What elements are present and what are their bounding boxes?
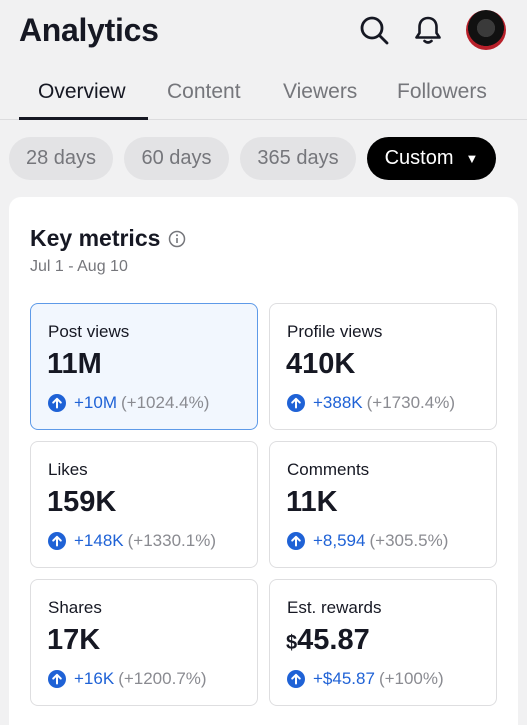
- metric-delta: +148K: [74, 531, 124, 550]
- key-metrics-title: Key metrics: [30, 225, 161, 251]
- metric-amount: 11M: [47, 348, 102, 380]
- metric-change: +10M (+1024.4%): [48, 393, 209, 413]
- metric-delta: +10M: [74, 393, 117, 412]
- arrow-up-circle-icon: [48, 670, 66, 688]
- metric-value: 159K: [47, 486, 116, 519]
- metric-change: +8,594 (+305.5%): [287, 531, 448, 551]
- chip-365-days[interactable]: 365 days: [240, 137, 356, 180]
- metric-amount: 159K: [47, 486, 117, 518]
- bell-icon[interactable]: [412, 14, 444, 46]
- metric-label: Comments: [287, 460, 370, 479]
- tab-content[interactable]: Content: [167, 80, 241, 103]
- metric-amount: 410K: [286, 348, 356, 380]
- key-metrics-card: Key metrics Jul 1 - Aug 10 Post views 11…: [9, 197, 518, 725]
- chip-custom[interactable]: Custom ▼: [367, 137, 496, 180]
- key-metrics-heading: Key metrics: [30, 225, 186, 252]
- metric-likes[interactable]: Likes 159K +148K (+1330.1%): [30, 441, 258, 568]
- metric-value: 410K: [286, 348, 355, 381]
- metric-label: Post views: [48, 322, 130, 341]
- chip-label: 28 days: [25, 147, 97, 169]
- chip-label: 60 days: [141, 147, 212, 169]
- tab-viewers[interactable]: Viewers: [283, 80, 358, 103]
- page-title: Analytics: [19, 12, 159, 48]
- metric-value: 11M: [47, 348, 102, 381]
- chip-28-days[interactable]: 28 days: [9, 137, 113, 180]
- arrow-up-circle-icon: [287, 532, 305, 550]
- metric-change: +16K (+1200.7%): [48, 669, 207, 689]
- metric-comments[interactable]: Comments 11K +8,594 (+305.5%): [269, 441, 497, 568]
- metric-post-views[interactable]: Post views 11M +10M (+1024.4%): [30, 303, 258, 430]
- metric-value: 11K: [286, 486, 338, 519]
- metric-percent: (+1330.1%): [127, 531, 217, 550]
- metric-change: +$45.87 (+100%): [287, 669, 444, 689]
- metric-value: $45.87: [286, 624, 370, 657]
- metric-value: 17K: [47, 624, 100, 657]
- metric-delta: +$45.87: [313, 669, 375, 688]
- metric-est-rewards[interactable]: Est. rewards $45.87 +$45.87 (+100%): [269, 579, 497, 706]
- metric-label: Est. rewards: [287, 598, 382, 617]
- metric-percent: (+100%): [378, 669, 444, 688]
- tab-overview[interactable]: Overview: [38, 80, 126, 103]
- tab-bar: Overview Content Viewers Followers: [0, 74, 527, 120]
- metric-amount: 45.87: [297, 624, 370, 656]
- chip-60-days[interactable]: 60 days: [124, 137, 229, 180]
- metric-amount: 17K: [47, 624, 101, 656]
- avatar[interactable]: [466, 10, 506, 50]
- metric-change: +388K (+1730.4%): [287, 393, 455, 413]
- metric-change: +148K (+1330.1%): [48, 531, 216, 551]
- tab-followers[interactable]: Followers: [397, 80, 487, 103]
- metric-amount: 11K: [286, 486, 338, 518]
- metric-percent: (+1730.4%): [366, 393, 456, 412]
- metric-currency: $: [286, 632, 298, 654]
- app-header: Analytics Overview Content Viewers Follo…: [0, 0, 527, 120]
- metric-shares[interactable]: Shares 17K +16K (+1200.7%): [30, 579, 258, 706]
- metric-profile-views[interactable]: Profile views 410K +388K (+1730.4%): [269, 303, 497, 430]
- active-tab-indicator: [19, 117, 148, 120]
- chip-label: 365 days: [257, 147, 339, 169]
- arrow-up-circle-icon: [48, 532, 66, 550]
- metric-label: Profile views: [287, 322, 383, 341]
- metric-percent: (+1200.7%): [118, 669, 207, 688]
- metric-percent: (+1024.4%): [121, 393, 210, 412]
- date-range: Jul 1 - Aug 10: [30, 258, 128, 275]
- metric-delta: +388K: [313, 393, 363, 412]
- metric-delta: +16K: [74, 669, 115, 688]
- arrow-up-circle-icon: [287, 394, 305, 412]
- metric-label: Likes: [48, 460, 88, 479]
- caret-down-icon: ▼: [465, 151, 479, 166]
- metric-percent: (+305.5%): [369, 531, 449, 550]
- chip-label: Custom: [384, 147, 454, 169]
- info-icon[interactable]: [168, 230, 186, 248]
- search-icon[interactable]: [358, 14, 390, 46]
- metric-label: Shares: [48, 598, 102, 617]
- arrow-up-circle-icon: [287, 670, 305, 688]
- arrow-up-circle-icon: [48, 394, 66, 412]
- metric-delta: +8,594: [313, 531, 366, 550]
